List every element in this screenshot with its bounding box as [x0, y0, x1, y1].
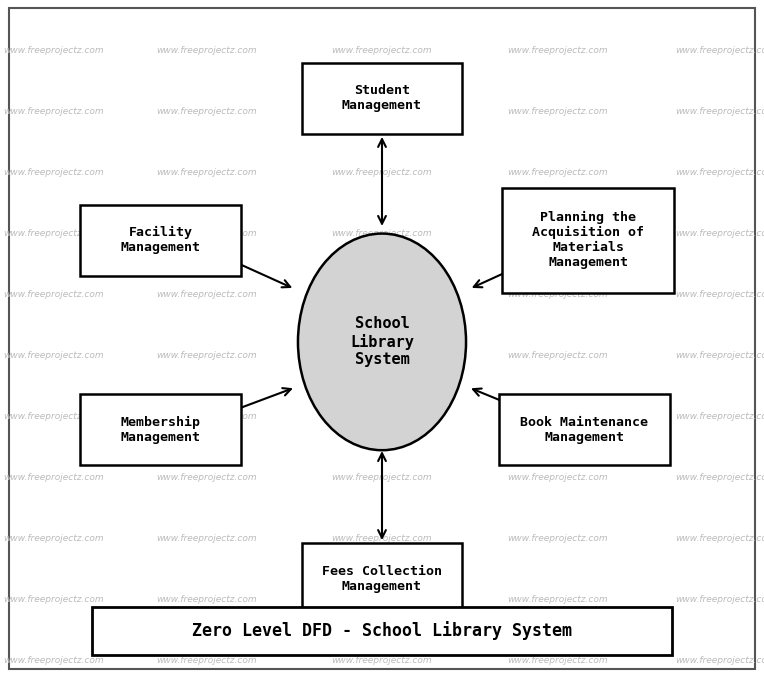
Bar — [80, 394, 241, 466]
Text: www.freeprojectz.com: www.freeprojectz.com — [507, 229, 608, 238]
Text: www.freeprojectz.com: www.freeprojectz.com — [675, 533, 764, 543]
Text: www.freeprojectz.com: www.freeprojectz.com — [3, 655, 104, 665]
Text: www.freeprojectz.com: www.freeprojectz.com — [332, 290, 432, 299]
Text: www.freeprojectz.com: www.freeprojectz.com — [3, 290, 104, 299]
Text: www.freeprojectz.com: www.freeprojectz.com — [332, 594, 432, 604]
Bar — [503, 188, 675, 292]
Text: www.freeprojectz.com: www.freeprojectz.com — [3, 412, 104, 421]
Text: www.freeprojectz.com: www.freeprojectz.com — [156, 46, 257, 56]
Text: www.freeprojectz.com: www.freeprojectz.com — [3, 594, 104, 604]
Text: www.freeprojectz.com: www.freeprojectz.com — [332, 168, 432, 177]
Text: www.freeprojectz.com: www.freeprojectz.com — [675, 290, 764, 299]
Text: Zero Level DFD - School Library System: Zero Level DFD - School Library System — [192, 621, 572, 640]
Text: www.freeprojectz.com: www.freeprojectz.com — [3, 107, 104, 116]
Text: www.freeprojectz.com: www.freeprojectz.com — [507, 533, 608, 543]
Bar — [499, 394, 671, 466]
Text: www.freeprojectz.com: www.freeprojectz.com — [507, 655, 608, 665]
Text: www.freeprojectz.com: www.freeprojectz.com — [332, 655, 432, 665]
Text: www.freeprojectz.com: www.freeprojectz.com — [675, 46, 764, 56]
Text: www.freeprojectz.com: www.freeprojectz.com — [332, 107, 432, 116]
Text: www.freeprojectz.com: www.freeprojectz.com — [156, 473, 257, 482]
Text: www.freeprojectz.com: www.freeprojectz.com — [156, 290, 257, 299]
Text: www.freeprojectz.com: www.freeprojectz.com — [675, 351, 764, 360]
Text: www.freeprojectz.com: www.freeprojectz.com — [332, 351, 432, 360]
Text: www.freeprojectz.com: www.freeprojectz.com — [3, 46, 104, 56]
Text: www.freeprojectz.com: www.freeprojectz.com — [332, 229, 432, 238]
Text: www.freeprojectz.com: www.freeprojectz.com — [507, 594, 608, 604]
Text: www.freeprojectz.com: www.freeprojectz.com — [675, 594, 764, 604]
Bar — [92, 607, 672, 655]
Text: www.freeprojectz.com: www.freeprojectz.com — [156, 533, 257, 543]
Text: www.freeprojectz.com: www.freeprojectz.com — [3, 351, 104, 360]
Text: www.freeprojectz.com: www.freeprojectz.com — [675, 229, 764, 238]
Text: Membership
Management: Membership Management — [121, 416, 200, 444]
Text: www.freeprojectz.com: www.freeprojectz.com — [675, 168, 764, 177]
Text: www.freeprojectz.com: www.freeprojectz.com — [507, 290, 608, 299]
Text: www.freeprojectz.com: www.freeprojectz.com — [675, 655, 764, 665]
Text: www.freeprojectz.com: www.freeprojectz.com — [3, 533, 104, 543]
Bar — [80, 204, 241, 276]
Text: Book Maintenance
Management: Book Maintenance Management — [520, 416, 649, 444]
Text: www.freeprojectz.com: www.freeprojectz.com — [507, 107, 608, 116]
Text: School
Library
System: School Library System — [350, 316, 414, 368]
Text: www.freeprojectz.com: www.freeprojectz.com — [156, 594, 257, 604]
Text: www.freeprojectz.com: www.freeprojectz.com — [3, 473, 104, 482]
Ellipse shape — [298, 234, 466, 450]
Text: www.freeprojectz.com: www.freeprojectz.com — [675, 473, 764, 482]
Text: www.freeprojectz.com: www.freeprojectz.com — [675, 107, 764, 116]
Text: www.freeprojectz.com: www.freeprojectz.com — [507, 473, 608, 482]
Text: www.freeprojectz.com: www.freeprojectz.com — [156, 107, 257, 116]
Text: www.freeprojectz.com: www.freeprojectz.com — [332, 412, 432, 421]
Text: www.freeprojectz.com: www.freeprojectz.com — [156, 412, 257, 421]
Text: Student
Management: Student Management — [342, 84, 422, 112]
Text: www.freeprojectz.com: www.freeprojectz.com — [507, 351, 608, 360]
Text: Planning the
Acquisition of
Materials
Management: Planning the Acquisition of Materials Ma… — [533, 211, 644, 269]
Text: www.freeprojectz.com: www.freeprojectz.com — [332, 473, 432, 482]
Text: www.freeprojectz.com: www.freeprojectz.com — [3, 168, 104, 177]
Text: www.freeprojectz.com: www.freeprojectz.com — [156, 655, 257, 665]
Bar — [302, 62, 462, 133]
Text: Facility
Management: Facility Management — [121, 226, 200, 255]
Text: Fees Collection
Management: Fees Collection Management — [322, 565, 442, 593]
Text: www.freeprojectz.com: www.freeprojectz.com — [675, 412, 764, 421]
Bar — [302, 543, 462, 615]
Text: www.freeprojectz.com: www.freeprojectz.com — [156, 351, 257, 360]
Text: www.freeprojectz.com: www.freeprojectz.com — [332, 533, 432, 543]
Text: www.freeprojectz.com: www.freeprojectz.com — [156, 229, 257, 238]
Text: www.freeprojectz.com: www.freeprojectz.com — [3, 229, 104, 238]
Text: www.freeprojectz.com: www.freeprojectz.com — [507, 412, 608, 421]
Text: www.freeprojectz.com: www.freeprojectz.com — [156, 168, 257, 177]
Text: www.freeprojectz.com: www.freeprojectz.com — [332, 46, 432, 56]
Text: www.freeprojectz.com: www.freeprojectz.com — [507, 168, 608, 177]
Text: www.freeprojectz.com: www.freeprojectz.com — [507, 46, 608, 56]
